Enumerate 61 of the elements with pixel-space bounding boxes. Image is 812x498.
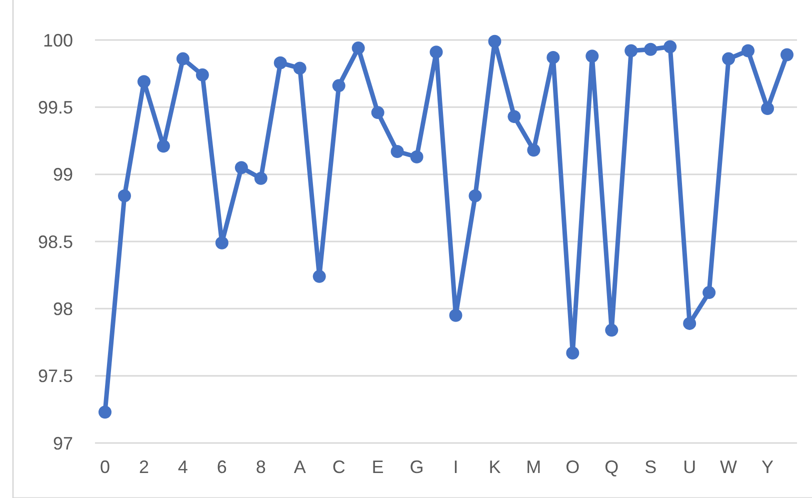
y-tick-label: 99.5 — [38, 97, 73, 118]
point — [410, 150, 424, 164]
point — [98, 406, 112, 419]
point — [215, 236, 228, 250]
point — [624, 44, 638, 58]
point — [332, 79, 346, 92]
x-tick-label: S — [644, 457, 657, 477]
point — [722, 52, 736, 66]
point — [234, 161, 248, 174]
point — [664, 40, 677, 54]
x-tick-label: O — [566, 457, 580, 477]
x-tick-label: A — [294, 457, 306, 477]
y-tick-label: 97.5 — [38, 366, 73, 386]
point — [312, 270, 326, 283]
point — [586, 50, 599, 63]
x-tick-label: 4 — [178, 457, 188, 477]
point — [644, 42, 658, 56]
point — [702, 286, 716, 300]
y-tick-label: 99 — [52, 164, 73, 185]
point — [527, 144, 540, 157]
point — [274, 56, 287, 70]
point — [508, 110, 521, 124]
point — [780, 48, 794, 62]
point — [118, 189, 131, 202]
point — [156, 140, 170, 153]
point — [430, 46, 443, 59]
x-tick-label: C — [332, 457, 346, 477]
point — [352, 42, 365, 55]
x-tick-label: U — [683, 457, 696, 477]
y-tick-label: 98 — [52, 298, 73, 319]
point — [546, 50, 560, 64]
y-tick-label: 98.5 — [38, 232, 73, 252]
x-tick-label: I — [453, 457, 458, 477]
x-tick-label: E — [372, 457, 384, 477]
point — [449, 308, 462, 322]
x-tick-label: M — [526, 457, 542, 477]
x-tick-label: 8 — [256, 457, 266, 477]
x-tick-label: Q — [604, 457, 619, 477]
point — [137, 75, 150, 88]
x-tick-label: G — [410, 457, 424, 477]
point — [390, 144, 404, 158]
point — [371, 106, 384, 120]
point — [196, 68, 209, 82]
x-tick-label: K — [488, 457, 501, 477]
point — [254, 172, 268, 185]
x-tick-label: Y — [762, 457, 774, 477]
point — [742, 44, 755, 58]
point — [605, 324, 618, 337]
x-tick-label: 6 — [216, 457, 227, 477]
y-tick-label: 97 — [52, 433, 73, 454]
x-tick-label: 2 — [138, 457, 149, 477]
y-tick-label: 100 — [42, 30, 73, 50]
point — [468, 189, 482, 202]
x-tick-label: 0 — [100, 457, 110, 477]
point — [488, 34, 502, 48]
point — [761, 102, 774, 116]
point — [566, 346, 580, 360]
x-tick-label: W — [720, 457, 738, 477]
point — [683, 316, 696, 330]
point — [293, 62, 306, 75]
point — [176, 52, 190, 66]
